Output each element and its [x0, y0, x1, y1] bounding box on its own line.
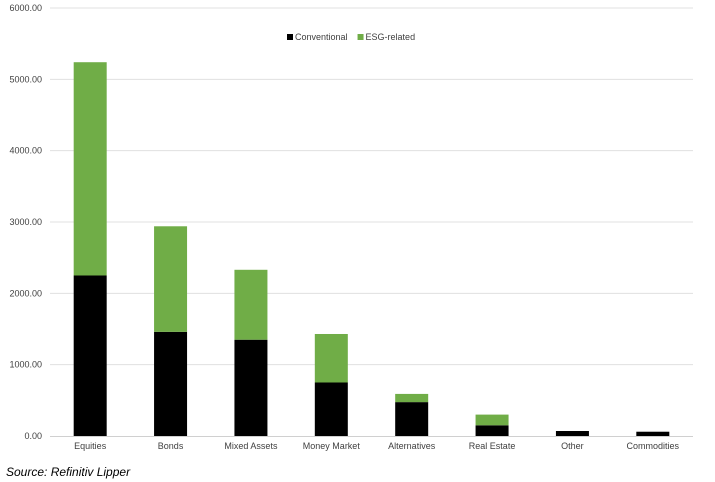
y-tick-label: 1000.00	[9, 360, 42, 370]
x-tick-label: Bonds	[158, 441, 184, 451]
source-note: Source: Refinitiv Lipper	[6, 465, 131, 479]
y-tick-label: 0.00	[24, 431, 42, 441]
bar-conventional	[395, 402, 429, 436]
bar-conventional	[475, 425, 509, 436]
y-axis-tick-labels: 0.00 1000.00 2000.00 3000.00 4000.00 5000.00 6…	[9, 3, 42, 441]
legend-label: ESG-related	[366, 32, 416, 42]
gridlines	[50, 7, 693, 366]
legend-swatch	[357, 34, 364, 40]
y-tick-label: 3000.00	[9, 217, 42, 227]
bar-esg-related	[314, 333, 348, 383]
bar-conventional	[73, 275, 107, 436]
bar-conventional	[154, 331, 188, 436]
legend-swatch	[287, 34, 293, 40]
y-tick-label: 6000.00	[9, 3, 42, 13]
bar-conventional	[234, 339, 268, 436]
bar-esg-related	[475, 414, 509, 426]
bar-conventional	[555, 431, 589, 436]
x-tick-label: Mixed Assets	[224, 441, 278, 451]
bar-esg-related	[234, 269, 268, 340]
x-axis: Equities Bonds Mixed Assets Money Market Alt…	[50, 436, 693, 451]
x-tick-label: Money Market	[303, 441, 361, 451]
x-tick-label: Real Estate	[469, 441, 516, 451]
x-tick-label: Other	[561, 441, 584, 451]
x-tick-label: Alternatives	[388, 441, 436, 451]
legend-label: Conventional	[295, 32, 348, 42]
bar-esg-related	[395, 393, 429, 403]
x-tick-label: Commodities	[627, 441, 680, 451]
bar-esg-related	[154, 226, 188, 332]
y-tick-label: 2000.00	[9, 288, 42, 298]
y-tick-label: 5000.00	[9, 74, 42, 84]
bars	[73, 62, 670, 436]
bar-esg-related	[73, 62, 107, 276]
legend: Conventional ESG-related	[287, 32, 415, 42]
bar-conventional	[314, 382, 348, 436]
y-tick-label: 4000.00	[9, 146, 42, 156]
bar-conventional	[636, 431, 670, 436]
x-tick-label: Equities	[74, 441, 107, 451]
